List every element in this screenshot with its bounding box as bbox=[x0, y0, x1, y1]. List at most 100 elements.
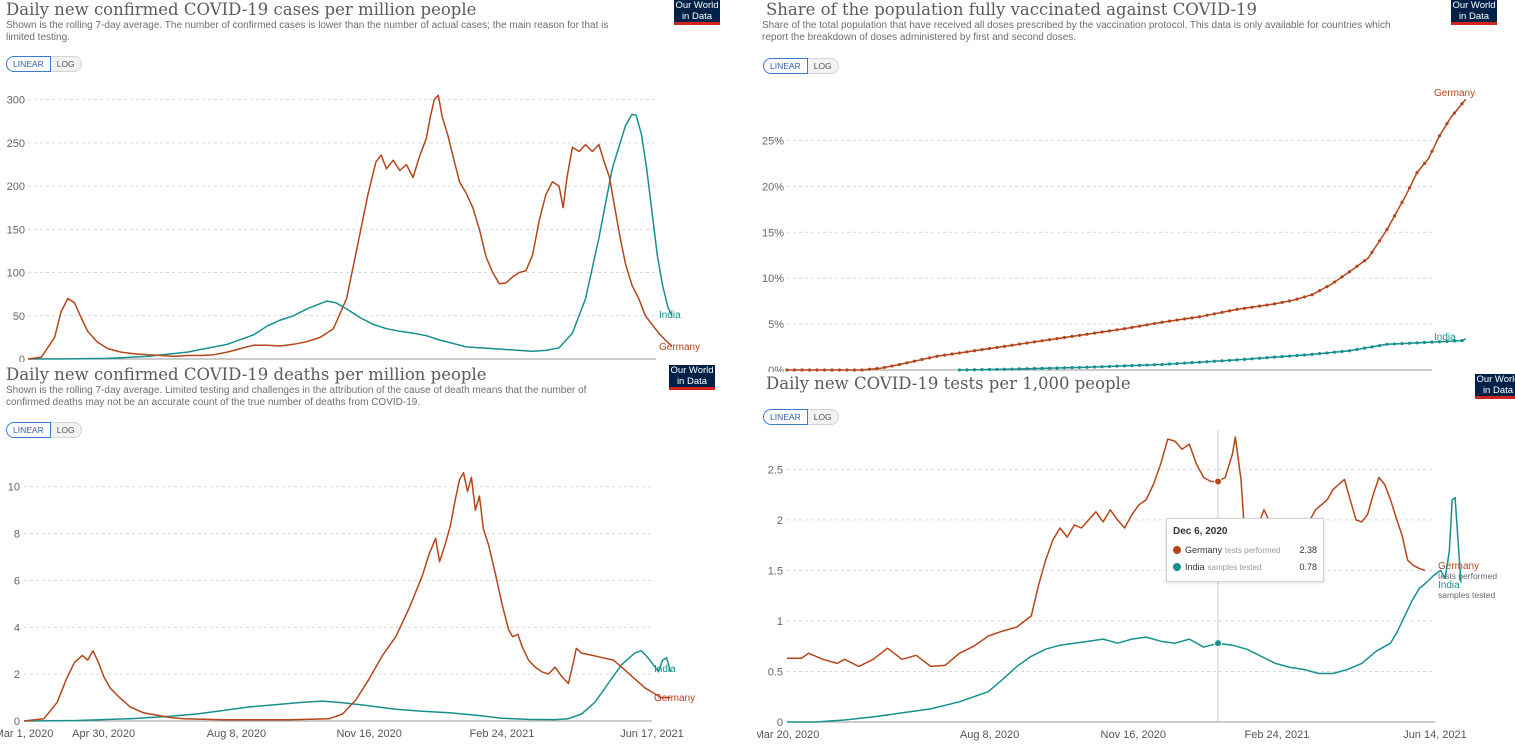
data-point bbox=[1437, 340, 1442, 344]
data-point bbox=[965, 368, 969, 372]
data-point bbox=[1310, 293, 1314, 297]
data-point bbox=[1152, 363, 1157, 367]
data-point bbox=[1437, 134, 1442, 138]
series-label-india: India bbox=[1434, 332, 1456, 343]
scale-toggle: LINEAR LOG bbox=[763, 409, 839, 425]
logo-line1: Our World bbox=[675, 0, 719, 11]
y-tick-label-4: 20% bbox=[762, 181, 784, 193]
data-point bbox=[1370, 345, 1374, 349]
data-point bbox=[1407, 186, 1412, 190]
data-point bbox=[1400, 200, 1404, 204]
data-point bbox=[1212, 312, 1217, 316]
log-scale-button[interactable]: LOG bbox=[807, 409, 839, 425]
data-point bbox=[1220, 359, 1224, 363]
data-point bbox=[815, 368, 819, 372]
log-scale-button[interactable]: LOG bbox=[807, 58, 839, 74]
series-line-germany[interactable] bbox=[787, 98, 1467, 371]
owid-logo[interactable]: Our World in Data bbox=[1451, 0, 1497, 25]
scale-toggle: LINEAR LOG bbox=[763, 58, 839, 74]
data-point bbox=[1460, 339, 1464, 343]
data-point bbox=[1032, 366, 1037, 371]
linear-scale-button[interactable]: LINEAR bbox=[6, 56, 51, 72]
data-point bbox=[1107, 364, 1112, 369]
y-tick-label-3: 150 bbox=[7, 224, 25, 236]
data-point bbox=[1145, 363, 1149, 367]
data-point bbox=[1302, 353, 1307, 357]
data-point bbox=[1182, 317, 1187, 321]
data-point bbox=[1002, 367, 1007, 371]
logo-line1: Our World bbox=[670, 365, 714, 376]
data-point bbox=[1190, 316, 1194, 320]
series-markers-germany bbox=[785, 102, 1464, 372]
data-point bbox=[1062, 366, 1067, 370]
series-line-india[interactable] bbox=[23, 649, 672, 722]
series-line-germany[interactable] bbox=[787, 436, 1426, 668]
data-point bbox=[1392, 214, 1397, 218]
data-point bbox=[1047, 338, 1052, 342]
linear-scale-button[interactable]: LINEAR bbox=[763, 409, 808, 425]
series-label-india: India bbox=[659, 310, 681, 321]
x-tick-label-4: Jun 14, 2021 bbox=[1403, 729, 1467, 741]
india-legend-dot bbox=[1173, 563, 1181, 571]
vaccinated-line-chart: 0% 5% 10% 15% 20% 25% Germany India bbox=[762, 88, 1475, 372]
owid-logo[interactable]: Our World in Data bbox=[669, 365, 715, 390]
data-point bbox=[965, 350, 969, 354]
data-point bbox=[957, 368, 962, 372]
series-markers-india bbox=[957, 339, 1464, 372]
data-point bbox=[1325, 351, 1329, 355]
data-point bbox=[1355, 264, 1359, 268]
log-scale-button[interactable]: LOG bbox=[50, 56, 82, 72]
y-tick-label-1: 50 bbox=[13, 311, 25, 323]
data-point bbox=[1302, 295, 1307, 299]
deaths-line-chart: 0 2 4 6 8 10 Mar 1, 2020 Apr 30, 2020 Aug 8, 202… bbox=[0, 471, 695, 740]
series-line-germany[interactable] bbox=[27, 94, 673, 360]
y-tick-label-3: 15% bbox=[762, 227, 784, 239]
tooltip-row-germany: Germany tests performed 2.38 bbox=[1173, 544, 1317, 556]
chart-tooltip: Dec 6, 2020 Germany tests performed 2.38… bbox=[1166, 518, 1324, 582]
series-line-germany[interactable] bbox=[23, 471, 671, 722]
tooltip-series-value: 0.78 bbox=[1299, 562, 1317, 572]
linear-scale-button[interactable]: LINEAR bbox=[6, 422, 51, 438]
data-point bbox=[1107, 329, 1112, 333]
data-point bbox=[1370, 250, 1374, 254]
data-point bbox=[1400, 341, 1404, 346]
data-point bbox=[867, 367, 872, 371]
log-scale-button[interactable]: LOG bbox=[50, 422, 82, 438]
data-point bbox=[1010, 343, 1014, 347]
data-point bbox=[1407, 341, 1412, 345]
y-tick-label-5: 2.5 bbox=[768, 464, 783, 476]
data-point bbox=[1047, 366, 1052, 370]
data-point bbox=[837, 368, 842, 372]
cases-chart-subtitle: Shown is the rolling 7-day average. The … bbox=[6, 20, 609, 43]
data-point bbox=[845, 368, 849, 372]
owid-logo[interactable]: Our World in Data bbox=[674, 0, 720, 25]
data-point bbox=[972, 349, 977, 353]
tests-line-chart: 0 0.5 1 1.5 2 2.5 Mar 20, 2020 Aug 8, 2020 Nov 1… bbox=[757, 430, 1497, 741]
data-point bbox=[1377, 239, 1382, 243]
series-metric-india: samples tested bbox=[1438, 590, 1495, 600]
data-point bbox=[1190, 361, 1194, 365]
data-point bbox=[1272, 302, 1277, 306]
y-tick-label-2: 4 bbox=[14, 622, 20, 634]
data-point bbox=[1250, 305, 1254, 309]
data-point bbox=[1242, 357, 1247, 361]
data-point bbox=[1422, 161, 1427, 166]
owid-logo[interactable]: Our World in Data bbox=[1475, 374, 1515, 399]
y-tick-label-3: 1.5 bbox=[768, 565, 783, 577]
data-point bbox=[890, 364, 894, 368]
germany-legend-dot bbox=[1173, 546, 1181, 554]
data-point bbox=[1070, 334, 1074, 338]
linear-scale-button[interactable]: LINEAR bbox=[763, 58, 808, 74]
x-tick-label-3: Nov 16, 2020 bbox=[336, 728, 401, 740]
series-line-india[interactable] bbox=[959, 338, 1467, 371]
x-tick-label-3: Feb 24, 2021 bbox=[1245, 729, 1310, 741]
data-point bbox=[1212, 359, 1217, 363]
data-point bbox=[1227, 309, 1232, 313]
data-point bbox=[1287, 354, 1292, 358]
series-line-india[interactable] bbox=[787, 496, 1462, 723]
y-tick-label-6: 300 bbox=[7, 95, 25, 107]
data-point bbox=[1145, 323, 1149, 327]
hover-point-india bbox=[1214, 639, 1223, 648]
vaccinated-chart-panel: Share of the population fully vaccinated… bbox=[757, 0, 1515, 372]
series-line-india[interactable] bbox=[27, 113, 673, 360]
